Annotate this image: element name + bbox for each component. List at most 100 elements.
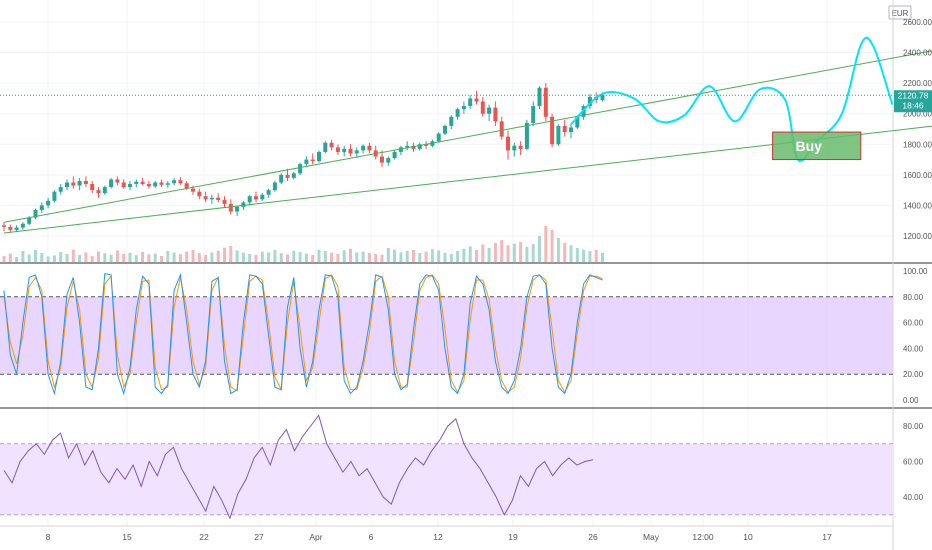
volume-bars (2, 226, 604, 262)
volume-bar (367, 253, 371, 262)
stoch-axis[interactable]: 100.00 80.00 60.00 40.00 20.00 0.00 (903, 267, 928, 405)
projection-drawing[interactable] (570, 36, 894, 163)
volume-bar (2, 256, 6, 262)
time-tick-label: 19 (508, 532, 518, 542)
candle-body (153, 182, 158, 187)
time-axis[interactable]: 8 15 22 27 Apr 6 12 19 26 May 12:00 10 17 (46, 532, 832, 542)
candle-body (506, 136, 510, 151)
volume-bar (304, 253, 308, 262)
candle-body (474, 98, 479, 102)
last-price-label: 2120.78 (898, 90, 929, 100)
volume-bar (273, 250, 277, 262)
candle-body (480, 101, 485, 114)
volume-bar (512, 243, 516, 262)
volume-bar (594, 250, 598, 262)
volume-bar (197, 253, 201, 262)
candle-body (493, 107, 498, 122)
volume-bar (46, 256, 50, 262)
volume-bar (210, 252, 214, 262)
price-tick-label: 2000.00 (903, 110, 932, 119)
time-tick-label: Apr (309, 532, 322, 542)
volume-bar (71, 249, 75, 262)
volume-bar (185, 251, 189, 262)
volume-bar (59, 252, 63, 262)
candle-body (178, 180, 183, 184)
volume-bar (153, 253, 157, 262)
price-tick-label: 1600.00 (903, 171, 932, 180)
candle-body (159, 182, 164, 185)
candle-body (115, 179, 120, 183)
volume-bar (531, 244, 535, 262)
candle-body (46, 200, 51, 206)
time-tick-label: 10 (743, 532, 753, 542)
volume-bar (27, 254, 31, 262)
candle-body (417, 144, 422, 149)
rsi-tick-label: 40.00 (903, 493, 924, 502)
volume-bar (84, 252, 88, 262)
candle-body (348, 148, 353, 154)
price-tick-label: 1200.00 (903, 232, 932, 241)
volume-bar (399, 252, 403, 262)
rsi-polyline (3, 414, 594, 520)
volume-bar (235, 250, 239, 262)
volume-bar (166, 251, 170, 262)
candle-body (197, 191, 202, 197)
time-tick-label: 15 (122, 532, 132, 542)
candle-body (20, 223, 25, 228)
candle-body (310, 159, 315, 162)
candle-body (398, 147, 403, 152)
candle-body (543, 87, 548, 117)
candle-body (518, 145, 523, 149)
volume-bar (361, 251, 365, 262)
price-tick-label: 2600.00 (903, 18, 932, 27)
volume-bar (475, 250, 478, 262)
currency-badge-box[interactable] (888, 5, 912, 20)
candle-body (184, 183, 189, 189)
volume-bar (204, 255, 208, 262)
volume-bar (525, 246, 529, 262)
volume-bar (90, 256, 94, 262)
volume-bar (78, 255, 82, 262)
time-tick-label: 17 (822, 532, 832, 542)
candle-body (499, 121, 504, 137)
volume-bar (544, 226, 548, 262)
candle-body (354, 150, 359, 154)
candle-body (109, 179, 114, 188)
time-tick-label: 22 (199, 532, 209, 542)
volume-bar (21, 251, 25, 262)
volume-bar (260, 251, 264, 262)
currency-badge[interactable]: EUR (892, 9, 909, 18)
candle-body (461, 106, 466, 110)
stoch-tick-label: 0.00 (903, 396, 919, 405)
rsi-band (0, 443, 893, 515)
time-tick-label: 12 (433, 532, 443, 542)
rsi-axis[interactable]: 80.00 60.00 40.00 (903, 422, 924, 502)
candle-body (487, 107, 492, 114)
volume-bar (443, 252, 447, 262)
candle-body (411, 145, 416, 149)
candle-body (436, 133, 441, 142)
stoch-tick-label: 20.00 (903, 370, 924, 379)
candle-body (222, 200, 227, 204)
volume-bar (550, 230, 554, 262)
volume-bar (292, 250, 296, 262)
candle-body (8, 226, 13, 230)
volume-bar (424, 251, 428, 262)
buy-box (772, 131, 862, 161)
candle-body (191, 188, 195, 192)
volume-bar (563, 243, 567, 262)
price-tick-label: 2400.00 (903, 49, 932, 58)
candle-body (304, 159, 309, 165)
price-axis[interactable]: 2600.00 2400.00 2200.00 2000.00 1800.00 1600.… (903, 18, 932, 241)
volume-bar (34, 250, 37, 262)
projection-curve (570, 36, 894, 163)
time-tick-label: 12:00 (692, 532, 714, 542)
candles (2, 83, 605, 233)
volume-bar (336, 254, 340, 262)
volume-bar (122, 254, 126, 262)
stoch-k-line (3, 272, 603, 396)
buy-annotation[interactable]: Buy (772, 131, 862, 161)
volume-bar (8, 253, 12, 262)
volume-bar (412, 250, 415, 262)
